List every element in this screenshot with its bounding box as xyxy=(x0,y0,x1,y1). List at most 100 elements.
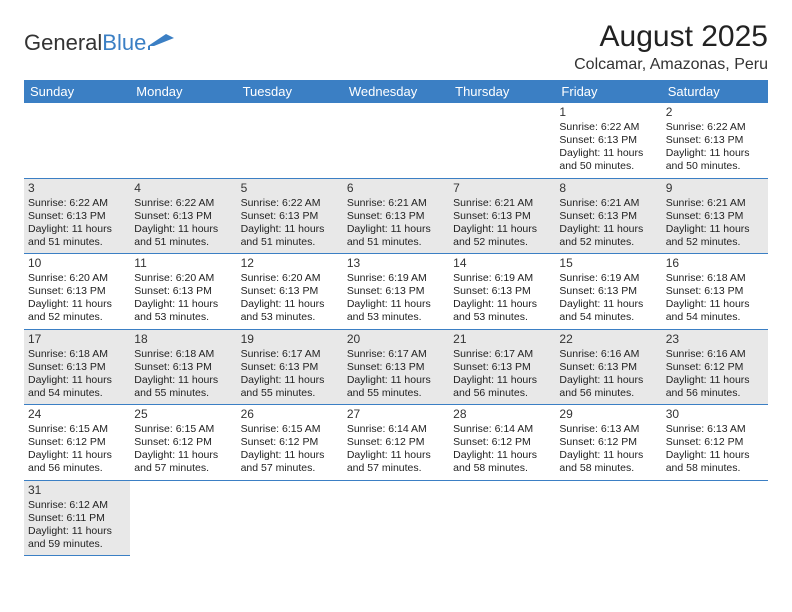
calendar-cell: 27Sunrise: 6:14 AMSunset: 6:12 PMDayligh… xyxy=(343,405,449,481)
sunrise-line: Sunrise: 6:20 AM xyxy=(241,272,339,285)
day-number: 17 xyxy=(28,332,126,347)
header: GeneralBlue August 2025 Colcamar, Amazon… xyxy=(24,20,768,74)
sunrise-line: Sunrise: 6:19 AM xyxy=(347,272,445,285)
day-number: 25 xyxy=(134,407,232,422)
sunset-line: Sunset: 6:13 PM xyxy=(559,134,657,147)
calendar-cell-empty xyxy=(130,481,236,557)
calendar-cell-empty xyxy=(237,481,343,557)
day-number: 12 xyxy=(241,256,339,271)
calendar-body: 1Sunrise: 6:22 AMSunset: 6:13 PMDaylight… xyxy=(24,103,768,556)
weekday-header: Sunday xyxy=(24,80,130,103)
daylight-line: Daylight: 11 hours and 51 minutes. xyxy=(347,223,445,249)
day-number: 26 xyxy=(241,407,339,422)
sunrise-line: Sunrise: 6:22 AM xyxy=(134,197,232,210)
daylight-line: Daylight: 11 hours and 51 minutes. xyxy=(241,223,339,249)
calendar-cell-empty xyxy=(24,103,130,179)
calendar-cell-empty xyxy=(343,481,449,557)
calendar-cell-empty xyxy=(343,103,449,179)
sunset-line: Sunset: 6:12 PM xyxy=(559,436,657,449)
weekday-header: Tuesday xyxy=(237,80,343,103)
day-number: 4 xyxy=(134,181,232,196)
sunset-line: Sunset: 6:13 PM xyxy=(28,285,126,298)
daylight-line: Daylight: 11 hours and 52 minutes. xyxy=(666,223,764,249)
sunrise-line: Sunrise: 6:15 AM xyxy=(241,423,339,436)
day-number: 22 xyxy=(559,332,657,347)
sunrise-line: Sunrise: 6:21 AM xyxy=(347,197,445,210)
sunrise-line: Sunrise: 6:21 AM xyxy=(559,197,657,210)
day-number: 20 xyxy=(347,332,445,347)
daylight-line: Daylight: 11 hours and 55 minutes. xyxy=(241,374,339,400)
sunset-line: Sunset: 6:13 PM xyxy=(453,210,551,223)
calendar-cell: 22Sunrise: 6:16 AMSunset: 6:13 PMDayligh… xyxy=(555,330,661,406)
sunrise-line: Sunrise: 6:22 AM xyxy=(559,121,657,134)
logo-text-dark: General xyxy=(24,30,102,56)
sunset-line: Sunset: 6:13 PM xyxy=(241,210,339,223)
daylight-line: Daylight: 11 hours and 57 minutes. xyxy=(134,449,232,475)
daylight-line: Daylight: 11 hours and 54 minutes. xyxy=(28,374,126,400)
page: GeneralBlue August 2025 Colcamar, Amazon… xyxy=(0,0,792,576)
calendar-cell: 9Sunrise: 6:21 AMSunset: 6:13 PMDaylight… xyxy=(662,179,768,255)
calendar-cell: 11Sunrise: 6:20 AMSunset: 6:13 PMDayligh… xyxy=(130,254,236,330)
month-title: August 2025 xyxy=(574,20,768,54)
sunset-line: Sunset: 6:13 PM xyxy=(559,285,657,298)
weekday-header: Friday xyxy=(555,80,661,103)
day-number: 13 xyxy=(347,256,445,271)
daylight-line: Daylight: 11 hours and 52 minutes. xyxy=(559,223,657,249)
sunrise-line: Sunrise: 6:20 AM xyxy=(28,272,126,285)
day-number: 15 xyxy=(559,256,657,271)
sunset-line: Sunset: 6:13 PM xyxy=(453,285,551,298)
calendar-cell: 8Sunrise: 6:21 AMSunset: 6:13 PMDaylight… xyxy=(555,179,661,255)
day-number: 30 xyxy=(666,407,764,422)
calendar-cell: 26Sunrise: 6:15 AMSunset: 6:12 PMDayligh… xyxy=(237,405,343,481)
calendar-cell-empty xyxy=(662,481,768,557)
logo-text-blue: Blue xyxy=(102,30,146,56)
calendar-cell-empty xyxy=(449,103,555,179)
sunrise-line: Sunrise: 6:16 AM xyxy=(559,348,657,361)
sunset-line: Sunset: 6:13 PM xyxy=(134,285,232,298)
day-number: 5 xyxy=(241,181,339,196)
sunset-line: Sunset: 6:13 PM xyxy=(666,134,764,147)
calendar-cell-empty xyxy=(130,103,236,179)
sunset-line: Sunset: 6:13 PM xyxy=(666,210,764,223)
daylight-line: Daylight: 11 hours and 56 minutes. xyxy=(666,374,764,400)
daylight-line: Daylight: 11 hours and 53 minutes. xyxy=(134,298,232,324)
location: Colcamar, Amazonas, Peru xyxy=(574,56,768,74)
daylight-line: Daylight: 11 hours and 51 minutes. xyxy=(134,223,232,249)
daylight-line: Daylight: 11 hours and 57 minutes. xyxy=(347,449,445,475)
calendar-cell: 20Sunrise: 6:17 AMSunset: 6:13 PMDayligh… xyxy=(343,330,449,406)
calendar: Sunday Monday Tuesday Wednesday Thursday… xyxy=(24,80,768,556)
sunrise-line: Sunrise: 6:17 AM xyxy=(453,348,551,361)
calendar-cell: 16Sunrise: 6:18 AMSunset: 6:13 PMDayligh… xyxy=(662,254,768,330)
sunset-line: Sunset: 6:13 PM xyxy=(134,361,232,374)
sunset-line: Sunset: 6:13 PM xyxy=(666,285,764,298)
sunset-line: Sunset: 6:13 PM xyxy=(28,361,126,374)
day-number: 11 xyxy=(134,256,232,271)
calendar-cell: 5Sunrise: 6:22 AMSunset: 6:13 PMDaylight… xyxy=(237,179,343,255)
calendar-cell: 29Sunrise: 6:13 AMSunset: 6:12 PMDayligh… xyxy=(555,405,661,481)
daylight-line: Daylight: 11 hours and 54 minutes. xyxy=(559,298,657,324)
sunrise-line: Sunrise: 6:13 AM xyxy=(559,423,657,436)
sunset-line: Sunset: 6:11 PM xyxy=(28,512,126,525)
sunset-line: Sunset: 6:13 PM xyxy=(559,361,657,374)
sunrise-line: Sunrise: 6:20 AM xyxy=(134,272,232,285)
sunrise-line: Sunrise: 6:21 AM xyxy=(453,197,551,210)
calendar-cell: 17Sunrise: 6:18 AMSunset: 6:13 PMDayligh… xyxy=(24,330,130,406)
sunset-line: Sunset: 6:13 PM xyxy=(241,361,339,374)
daylight-line: Daylight: 11 hours and 58 minutes. xyxy=(453,449,551,475)
calendar-cell: 28Sunrise: 6:14 AMSunset: 6:12 PMDayligh… xyxy=(449,405,555,481)
daylight-line: Daylight: 11 hours and 59 minutes. xyxy=(28,525,126,551)
calendar-cell: 10Sunrise: 6:20 AMSunset: 6:13 PMDayligh… xyxy=(24,254,130,330)
sunrise-line: Sunrise: 6:16 AM xyxy=(666,348,764,361)
day-number: 14 xyxy=(453,256,551,271)
sunrise-line: Sunrise: 6:14 AM xyxy=(453,423,551,436)
calendar-cell: 13Sunrise: 6:19 AMSunset: 6:13 PMDayligh… xyxy=(343,254,449,330)
day-number: 1 xyxy=(559,105,657,120)
sunrise-line: Sunrise: 6:15 AM xyxy=(134,423,232,436)
calendar-cell: 7Sunrise: 6:21 AMSunset: 6:13 PMDaylight… xyxy=(449,179,555,255)
day-number: 28 xyxy=(453,407,551,422)
weekday-header: Monday xyxy=(130,80,236,103)
calendar-cell-empty xyxy=(449,481,555,557)
daylight-line: Daylight: 11 hours and 58 minutes. xyxy=(666,449,764,475)
sunset-line: Sunset: 6:12 PM xyxy=(28,436,126,449)
calendar-cell: 25Sunrise: 6:15 AMSunset: 6:12 PMDayligh… xyxy=(130,405,236,481)
